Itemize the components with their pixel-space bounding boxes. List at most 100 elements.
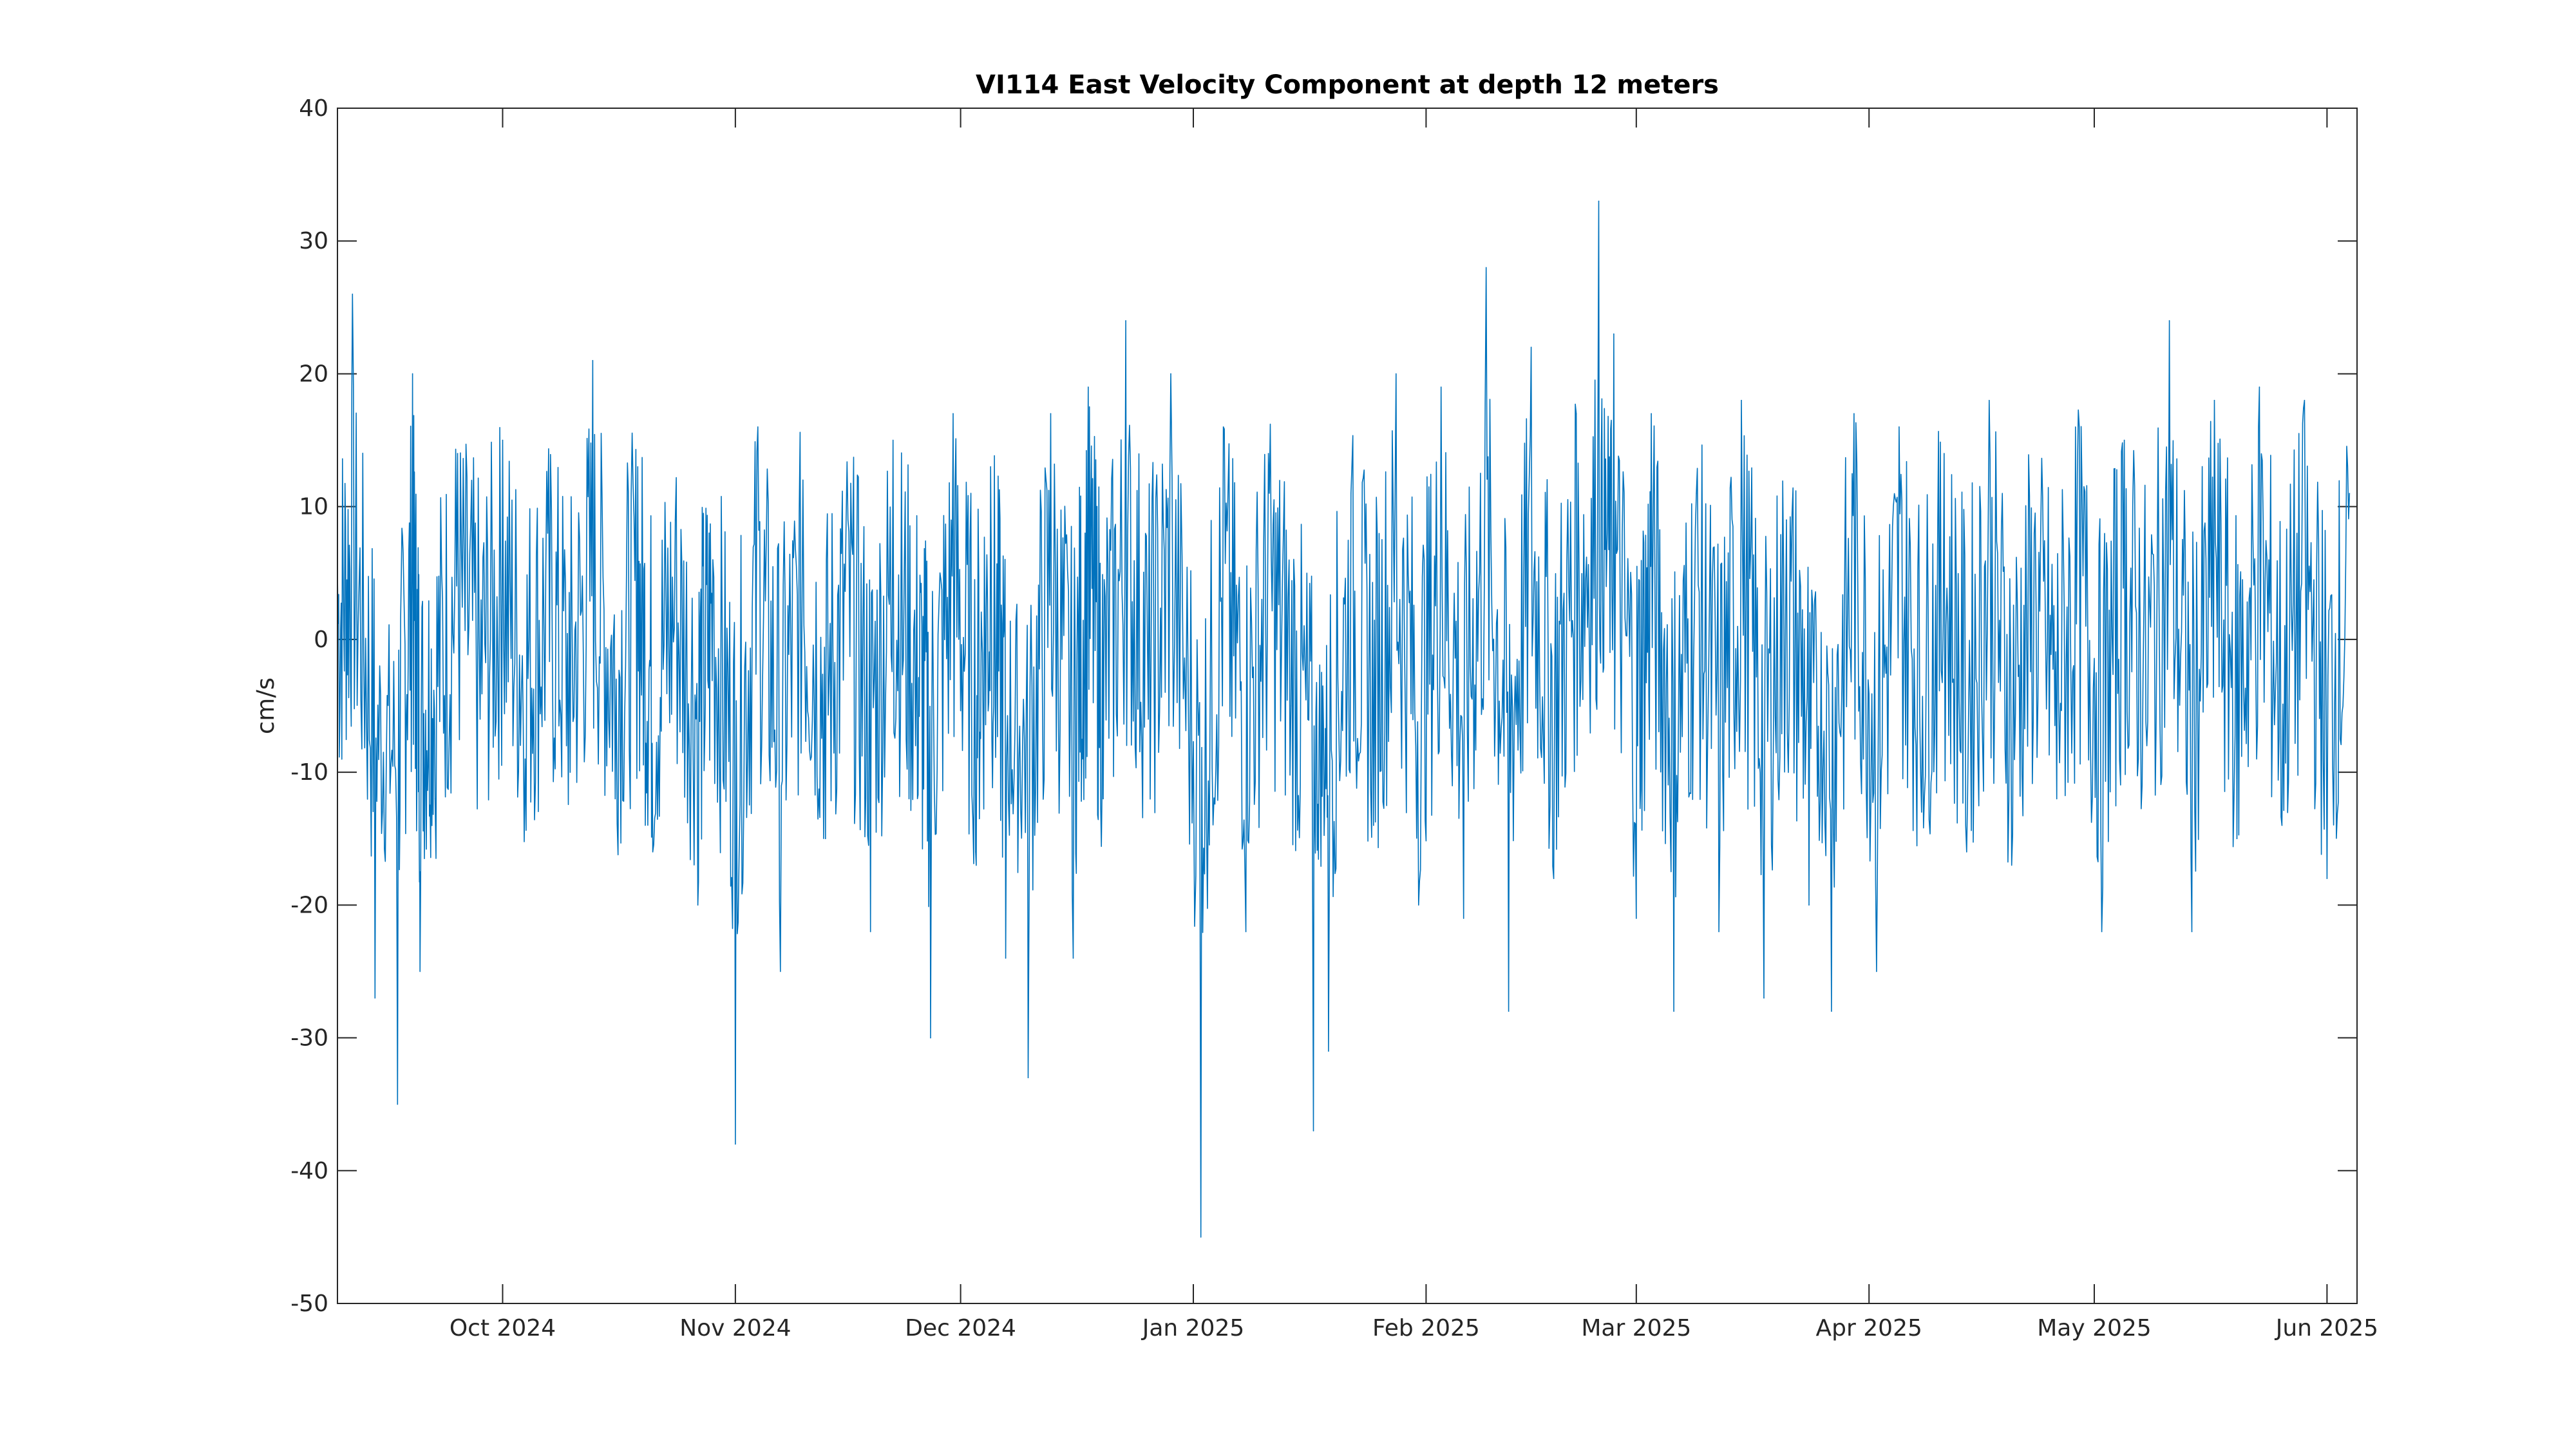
series-point [2033,533,2035,534]
x-tick-label: Jan 2025 [1141,1315,1245,1341]
series-point [1103,798,1104,800]
series-point [2168,320,2170,321]
series-point [697,904,699,906]
series-point [990,466,992,468]
series-group [337,200,2351,1238]
x-tick-label: Jun 2025 [2275,1315,2378,1341]
series-point [434,798,436,800]
series-point [1350,493,1352,494]
series-point [2011,864,2012,866]
series-point [802,479,804,481]
series-point [1786,519,1787,521]
series-point [637,466,639,468]
series-point [824,838,826,840]
y-tick-label: -30 [290,1025,328,1052]
series-point [757,426,759,428]
series-point [1200,1236,1202,1238]
x-tick-label: Nov 2024 [679,1315,791,1341]
series-point [1087,386,1089,388]
series-point [674,519,676,521]
series-point [1312,1130,1314,1132]
series-point [1373,824,1374,826]
y-tick-label: 30 [299,228,328,254]
series-point [2123,439,2125,441]
series-point [1763,997,1765,999]
x-tick-label: Dec 2024 [905,1315,1016,1341]
series-point [2213,399,2215,401]
x-tick-label: Oct 2024 [450,1315,556,1341]
series-point [1125,320,1126,321]
plot-area-frame [337,108,2358,1304]
series-point [2304,399,2306,401]
y-tick-label: 10 [299,494,328,520]
series-point [1245,931,1247,933]
series-point [1696,493,1697,494]
series-point [1440,386,1442,388]
series-point [2101,931,2103,933]
series-point [1899,426,1900,428]
series-point [1651,413,1652,415]
series-point [1530,346,1532,348]
series-point [952,413,954,415]
series-point [1808,904,1810,906]
series-point [2236,838,2238,840]
x-tick-label: Apr 2025 [1816,1315,1922,1341]
series-point [2281,824,2283,826]
series-point [1222,426,1224,428]
series-point [1328,1050,1329,1052]
chart-title: VI114 East Velocity Component at depth 1… [976,70,1719,100]
series-point [2056,798,2058,800]
series-point [1072,958,1074,959]
series-point [419,971,421,972]
series-point [1636,918,1637,919]
series-point [1831,1010,1832,1012]
series-point [1170,373,1171,375]
y-tick-label: -10 [290,759,328,786]
series-point [1267,453,1269,454]
series-point [914,745,916,746]
series-point [652,851,654,853]
series-point [1965,851,1967,853]
y-tick-label: 20 [299,361,328,387]
x-tick-label: Mar 2025 [1581,1315,1691,1341]
series-point [1395,373,1397,375]
series-point [1876,971,1877,972]
x-tick-label: May 2025 [2037,1315,2152,1341]
series-point [457,453,459,454]
series-point [869,931,871,933]
series-point [374,997,376,999]
series-point [2259,386,2260,388]
series-point [1598,200,1600,202]
series-point [1005,958,1007,959]
series-point [547,533,549,534]
y-axis-ticks: 40 30 20 10 0 -10 -20 -30 -40 -50 [290,95,2357,1317]
series-point [1027,1077,1029,1079]
series-point [412,373,413,375]
y-tick-label: -40 [290,1158,328,1184]
series-point [975,851,976,853]
series-point [2349,493,2351,494]
series-point [1921,811,1922,813]
series-point [2078,426,2080,428]
y-axis-label: cm/s [252,677,279,734]
series-point [1290,705,1292,706]
series-point [397,1103,399,1105]
series-point [1485,267,1487,269]
y-tick-label: -20 [290,892,328,918]
series-point [1553,878,1555,879]
x-axis-ticks: Oct 2024 Nov 2024 Dec 2024 Jan 2025 Feb 2025… [450,108,2378,1341]
series-point [1944,453,1945,454]
series-point [847,519,849,521]
series-point [1050,413,1052,415]
series-point [1508,1010,1510,1012]
series-point [892,439,894,441]
series-point [1741,399,1742,401]
series-point [1148,718,1149,720]
series-point [592,360,594,361]
series-point [1613,333,1615,335]
y-tick-label: 0 [314,627,328,653]
series-point [2326,878,2328,879]
series-point [1988,399,1990,401]
series-point [735,1143,736,1145]
